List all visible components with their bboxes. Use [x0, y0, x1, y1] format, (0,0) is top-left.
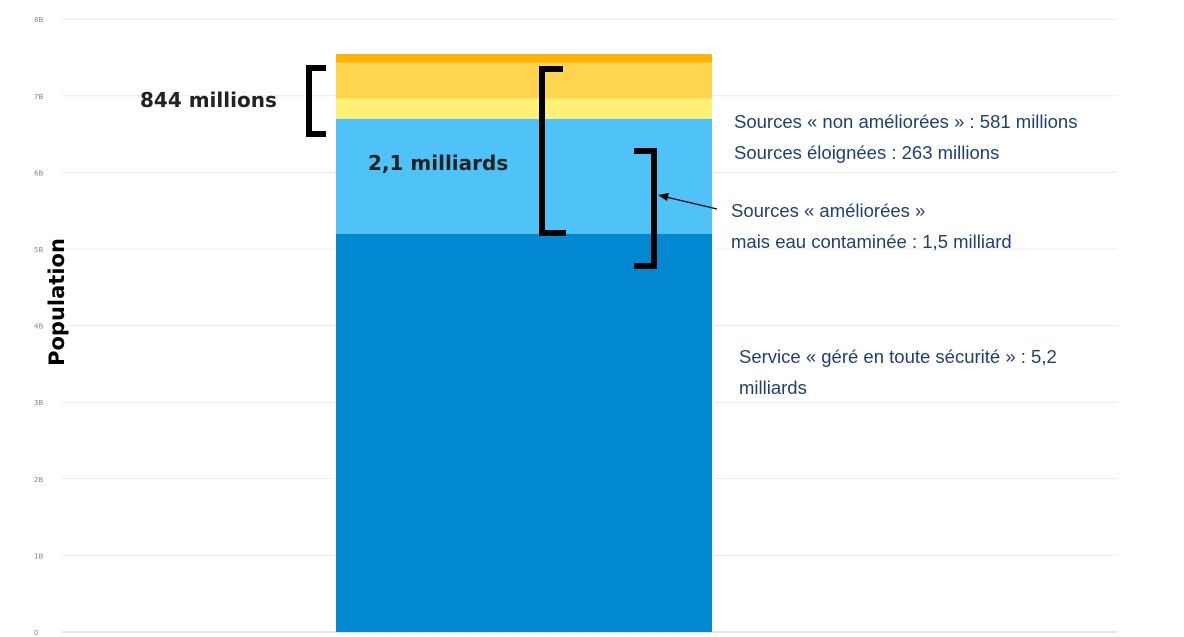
- bracket-844-millions: [306, 65, 326, 137]
- y-axis-label: Population: [45, 238, 69, 366]
- y-tick-label: 7B: [34, 93, 43, 101]
- bar-segment-3: [336, 98, 712, 119]
- y-tick-label: 6B: [34, 169, 43, 177]
- bracket-label-2-1-milliards: 2,1 milliards: [368, 151, 508, 175]
- annotation-safe-line2: milliards: [739, 377, 807, 398]
- annotation-contaminated-line1: Sources « améliorées »: [731, 200, 925, 221]
- y-tick-label: 0: [34, 629, 38, 637]
- y-tick-label: 8B: [34, 16, 43, 24]
- bar-segment-4: [336, 62, 712, 99]
- annotation-arrow: [665, 196, 718, 210]
- annotation-safe-line1: Service « géré en toute sécurité » : 5,2: [739, 346, 1057, 367]
- y-tick-label: 5B: [34, 246, 43, 254]
- bar-segment-5: [336, 54, 712, 63]
- bracket-2-1-milliards: [539, 66, 566, 236]
- y-tick-label: 2B: [34, 476, 43, 484]
- y-tick-label: 4B: [34, 323, 43, 331]
- bracket-label-844-millions: 844 millions: [140, 88, 277, 112]
- y-tick-label: 1B: [34, 552, 43, 560]
- annotation-contaminated-line2: mais eau contaminée : 1,5 milliard: [731, 231, 1012, 252]
- arrow-head: [658, 193, 669, 201]
- bar-segment-2: [336, 118, 712, 234]
- y-tick-label: 3B: [34, 399, 43, 407]
- annotation-unimproved-line1: Sources « non améliorées » : 581 million…: [734, 111, 1077, 132]
- bar-segment-1: [336, 233, 712, 632]
- bracket-contaminated-sources: [634, 148, 657, 269]
- annotation-unimproved-line2: Sources éloignées : 263 millions: [734, 142, 999, 163]
